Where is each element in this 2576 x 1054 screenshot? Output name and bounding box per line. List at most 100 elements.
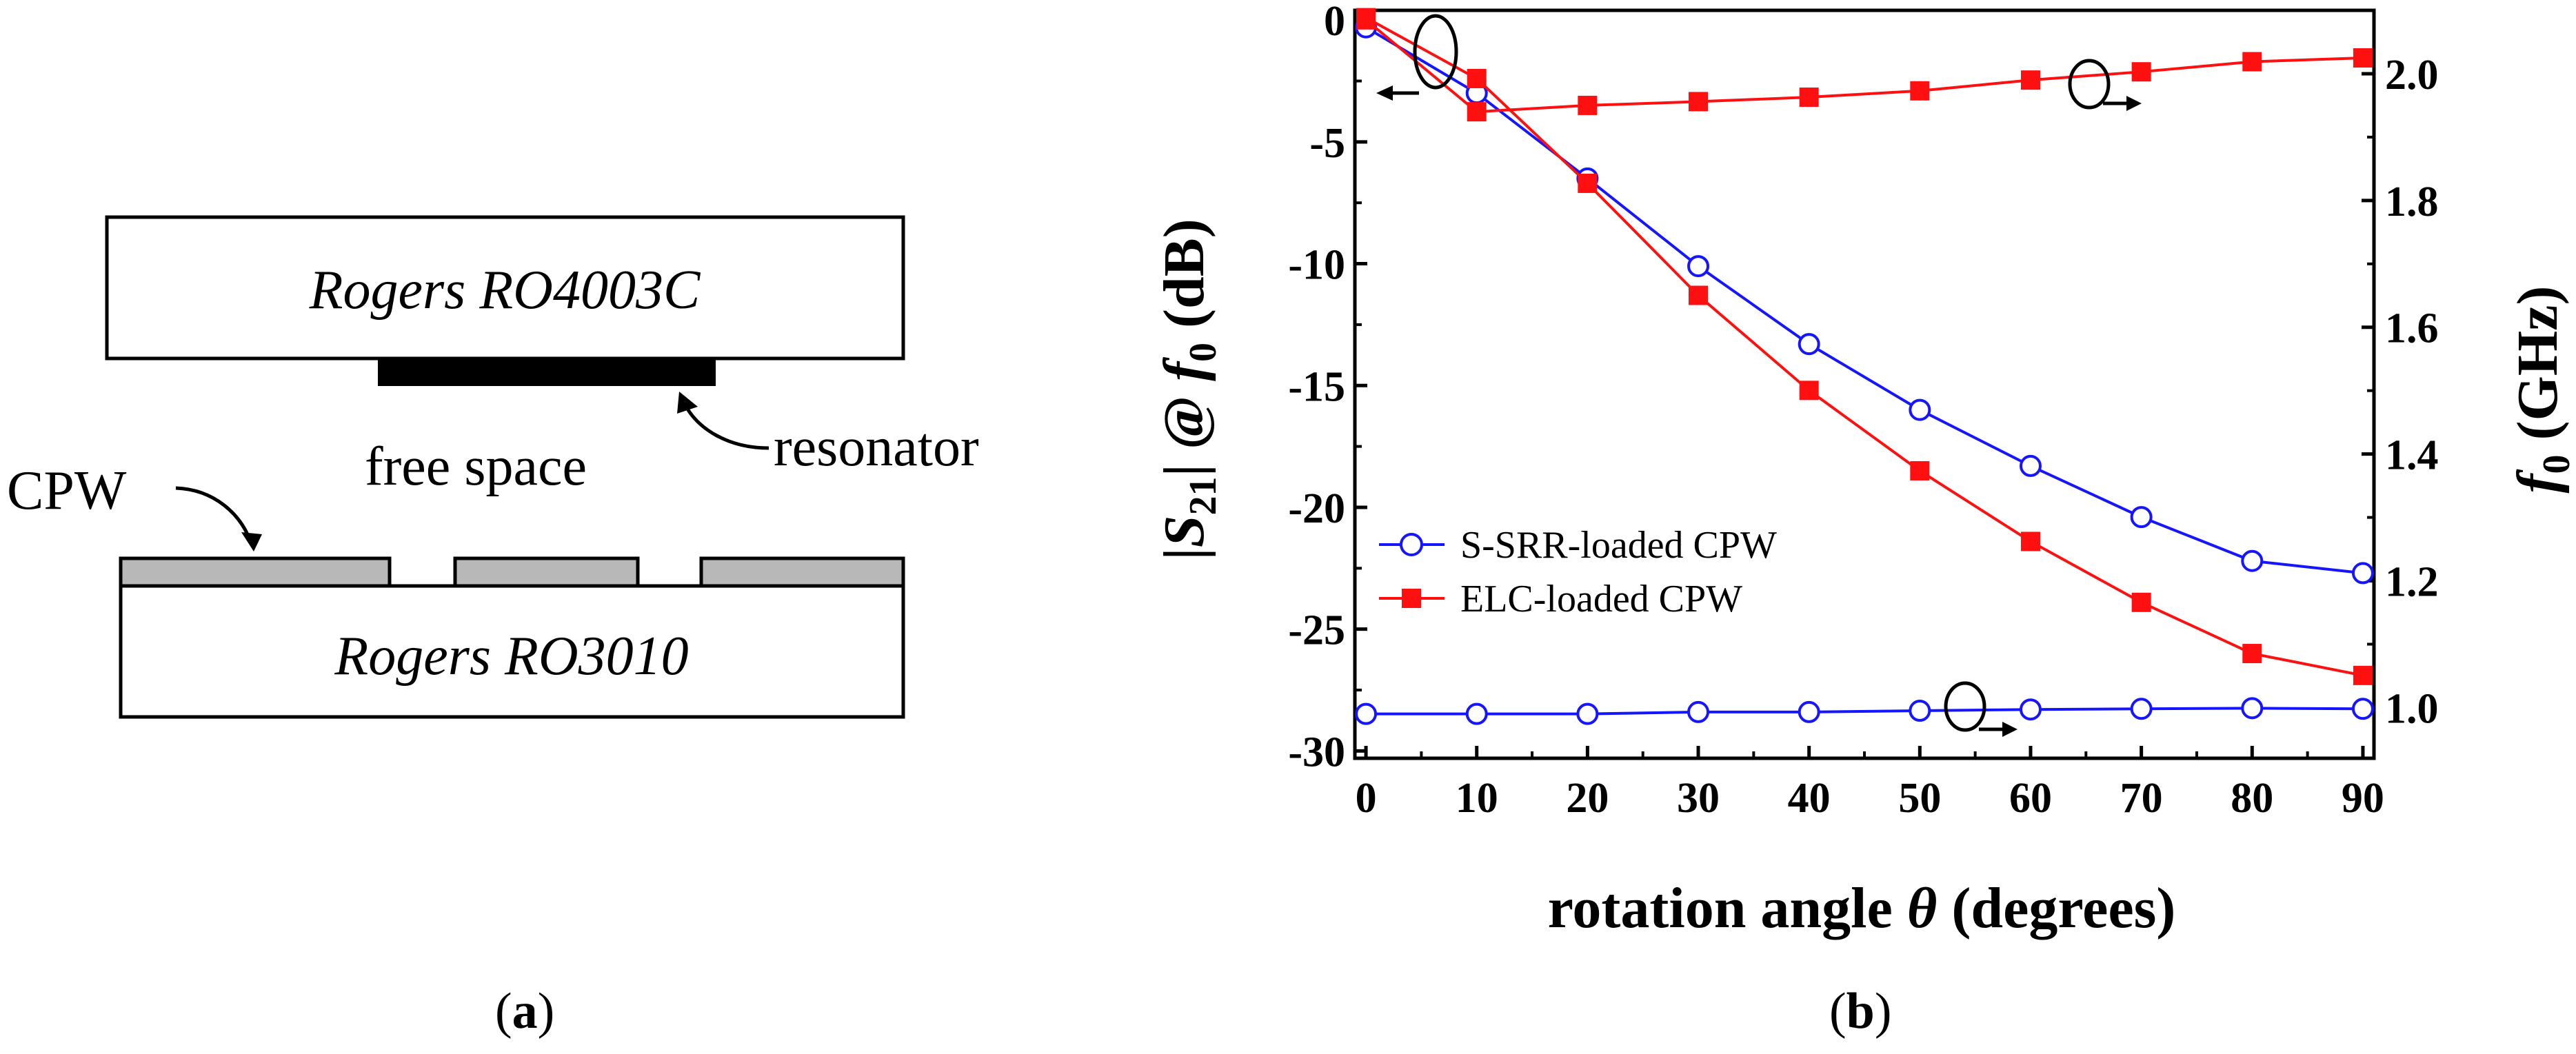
point-elc-right-30	[1689, 92, 1709, 112]
bottom-substrate-label: Rogers RO3010	[334, 626, 688, 687]
chart-marks: 0 10 20 30 40 50 60 70 80 90 0 -5 -10 -15 -20 -25 -30 1.0…	[1288, 0, 2438, 822]
y-left-tick-label--10: -10	[1288, 242, 1345, 289]
plot-frame	[1353, 8, 2376, 760]
top-substrate-label: Rogers RO4003C	[309, 260, 701, 321]
panel-a-caption-letter: a	[512, 983, 538, 1040]
right-axis-indicator-arrowhead-elc	[2126, 96, 2142, 111]
point-elc-right-70	[2131, 62, 2151, 82]
series-line-elc-left	[1365, 16, 2364, 677]
y-right-tick-label-1.4: 1.4	[2385, 432, 2439, 479]
y-left-tick-label--30: -30	[1288, 729, 1345, 776]
point-ssrr-left-90	[2351, 562, 2374, 585]
x-tick-label-30: 30	[1677, 775, 1720, 822]
resonator-pointer-arrow	[681, 398, 769, 450]
point-elc-right-60	[2020, 70, 2040, 90]
right-axis-indicator-arrowhead-ssrr	[2002, 722, 2017, 737]
y-right-tick-label-1.6: 1.6	[2385, 305, 2439, 352]
x-tick-label-90: 90	[2342, 775, 2384, 822]
x-axis-title: rotation angle θ (degrees)	[1548, 876, 2176, 940]
x-tick-label-50: 50	[1898, 775, 1941, 822]
cpw-label: CPW	[7, 460, 127, 521]
legend-text-elc: ELC-loaded CPW	[1460, 578, 1742, 620]
x-tick-label-20: 20	[1566, 775, 1609, 822]
point-elc-right-50	[1910, 81, 1930, 101]
free-space-label: free space	[365, 436, 587, 497]
cpw-ground-left	[119, 556, 392, 588]
point-elc-left-70	[2131, 592, 2151, 612]
point-elc-right-20	[1578, 95, 1598, 115]
point-elc-left-90	[2353, 665, 2373, 685]
legend-marker-elc	[1402, 589, 1421, 608]
panel-b-caption: (b)	[1829, 983, 1892, 1040]
point-ssrr-right-30	[1687, 700, 1710, 723]
resonator-label: resonator	[774, 417, 979, 478]
point-ssrr-right-80	[2241, 697, 2264, 720]
series-line-ssrr-right	[1366, 707, 2363, 716]
legend-marker-ssrr	[1400, 533, 1423, 556]
bottom-substrate-block	[119, 584, 905, 719]
point-ssrr-left-70	[2130, 506, 2153, 529]
panel-a-schematic: Rogers RO4003C free space resonator CPW …	[7, 215, 979, 719]
series-line-ssrr-left	[1365, 26, 2364, 575]
y-left-tick-label--15: -15	[1288, 363, 1345, 410]
y-axis-title-left: |S21| @ f0 (dB)	[1152, 219, 1225, 560]
cpw-arrowhead	[241, 532, 262, 551]
point-elc-left-60	[2020, 531, 2040, 551]
point-ssrr-right-0	[1355, 702, 1378, 725]
point-ssrr-left-30	[1687, 255, 1710, 278]
resonator-arrowhead	[677, 392, 698, 414]
legend: S-SRR-loaded CPW ELC-loaded CPW	[1379, 524, 1777, 620]
point-ssrr-right-40	[1798, 700, 1820, 723]
point-elc-left-80	[2242, 644, 2262, 664]
x-tick-label-0: 0	[1356, 775, 1377, 822]
y-left-tick-label--20: -20	[1288, 485, 1345, 532]
series-line-elc-right	[1365, 19, 2364, 114]
x-tick-label-40: 40	[1788, 775, 1831, 822]
point-ssrr-right-70	[2130, 698, 2153, 720]
left-axis-indicator-ellipse	[1413, 14, 1458, 90]
point-elc-right-40	[1799, 87, 1819, 107]
y-right-tick-label-1.8: 1.8	[2385, 179, 2439, 225]
axis-annotations	[1376, 14, 2142, 737]
point-elc-right-0	[1356, 10, 1376, 30]
y-left-tick-label--5: -5	[1309, 120, 1345, 167]
point-ssrr-left-80	[2241, 549, 2264, 572]
point-elc-left-40	[1799, 381, 1819, 401]
cpw-pointer-arrow	[175, 486, 254, 545]
y-left-tick-label-0: 0	[1324, 0, 1345, 45]
point-ssrr-right-50	[1909, 700, 1931, 722]
x-tick-label-80: 80	[2231, 775, 2273, 822]
point-ssrr-right-20	[1576, 702, 1599, 725]
cpw-ground-right	[699, 556, 905, 588]
legend-text-ssrr: S-SRR-loaded CPW	[1460, 524, 1777, 567]
point-ssrr-left-40	[1798, 333, 1820, 356]
cpw-signal-strip	[453, 556, 640, 588]
resonator-strip	[378, 357, 716, 386]
point-elc-left-50	[1910, 460, 1930, 480]
point-ssrr-left-50	[1909, 398, 1931, 421]
top-substrate-block	[105, 215, 905, 361]
x-tick-label-70: 70	[2120, 775, 2163, 822]
point-elc-left-30	[1689, 285, 1709, 305]
left-axis-indicator-arrowhead	[1376, 85, 1393, 101]
y-right-tick-label-1.2: 1.2	[2385, 559, 2439, 606]
right-axis-indicator-ellipse-elc	[2068, 59, 2111, 110]
y-axis-title-right: f0 (GHz)	[2506, 286, 2576, 494]
right-axis-indicator-ellipse-ssrr	[1944, 681, 1986, 732]
point-elc-left-10	[1467, 68, 1487, 88]
point-elc-right-90	[2353, 48, 2373, 68]
x-tick-label-10: 10	[1456, 775, 1498, 822]
panel-a-caption: (a)	[495, 983, 555, 1040]
panel-b-chart: 0 10 20 30 40 50 60 70 80 90 0 -5 -10 -15 -20 -25 -30 1.0…	[1152, 0, 2576, 940]
x-tick-label-60: 60	[2009, 775, 2052, 822]
point-elc-right-80	[2242, 52, 2262, 72]
point-ssrr-right-90	[2351, 698, 2374, 720]
point-ssrr-right-60	[2019, 698, 2042, 721]
point-elc-right-10	[1467, 102, 1487, 122]
y-right-tick-label-2.0: 2.0	[2385, 52, 2439, 99]
point-elc-left-20	[1578, 173, 1598, 193]
point-ssrr-right-10	[1465, 702, 1488, 725]
panel-b-caption-letter: b	[1846, 983, 1875, 1040]
y-left-tick-label--25: -25	[1288, 607, 1345, 654]
